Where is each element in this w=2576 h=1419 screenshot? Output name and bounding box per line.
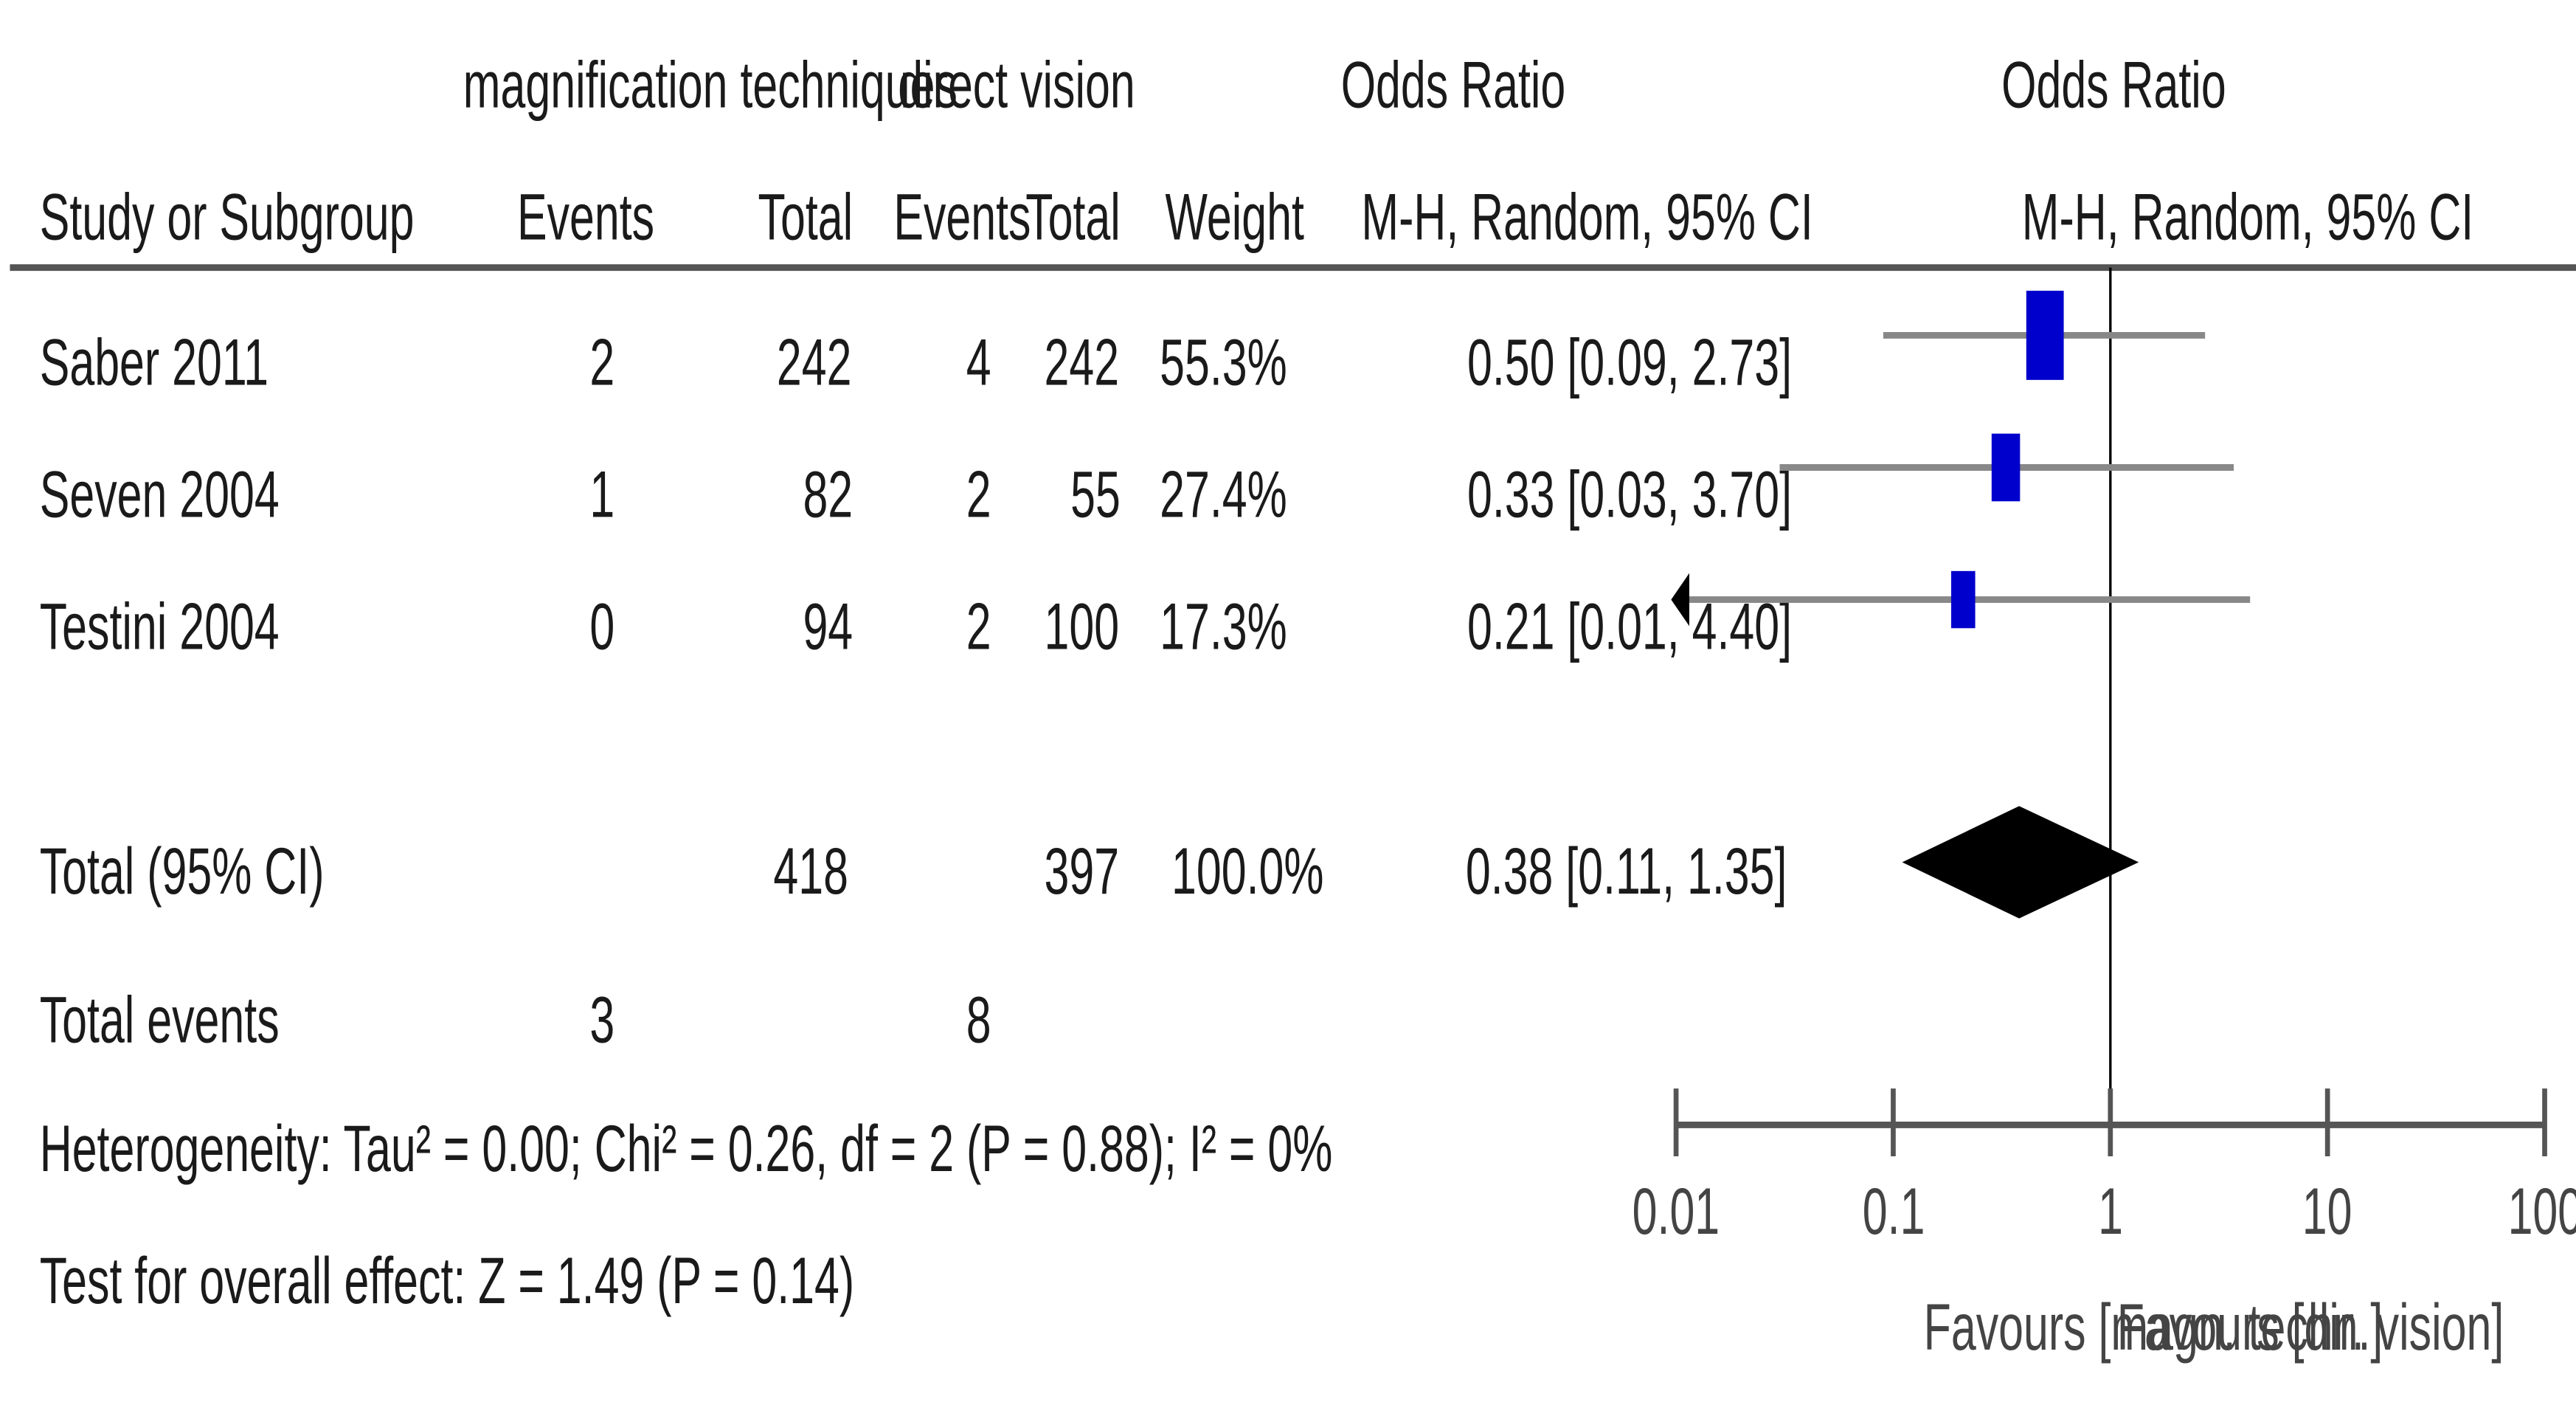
- ci-arrow: [1671, 573, 1689, 626]
- or-ci-value: 0.33 [0.03, 3.70]: [1467, 459, 1793, 532]
- x-tick-label: 100: [2507, 1175, 2576, 1249]
- x-tick-label: 0.01: [1632, 1175, 1720, 1249]
- total-or-ci: 0.38 [0.11, 1.35]: [1465, 835, 1787, 909]
- x-tick-label: 0.1: [1862, 1175, 1925, 1249]
- study-square: [2026, 290, 2064, 380]
- weight-header: Weight: [1165, 182, 1304, 255]
- study-name: Saber 2011: [39, 327, 269, 400]
- odds-ratio-column-header: Odds Ratio: [1340, 49, 1566, 122]
- group2-header: direct vision: [898, 49, 1135, 122]
- or-ci-value: 0.21 [0.01, 4.40]: [1467, 591, 1793, 664]
- events1-header: Events: [516, 182, 655, 255]
- total-label: Total (95% CI): [39, 835, 325, 909]
- x-tick-label: 10: [2302, 1175, 2353, 1249]
- study-name: Seven 2004: [39, 459, 280, 532]
- total-events-label: Total events: [39, 984, 280, 1057]
- favours-left-label: Favours [magn. techn.]: [1923, 1291, 2383, 1365]
- total-weight: 100.0%: [1171, 835, 1324, 909]
- weight-value: 27.4%: [1160, 459, 1287, 532]
- method-plot-header: M-H, Random, 95% CI: [2021, 182, 2474, 255]
- overall-effect-text: Test for overall effect: Z = 1.49 (P = 0…: [39, 1245, 855, 1319]
- total-events2: 8: [966, 984, 991, 1057]
- study-header: Study or Subgroup: [39, 182, 415, 255]
- events2-value: 4: [966, 327, 991, 400]
- weight-value: 55.3%: [1160, 327, 1287, 400]
- group1-header: magnification techniques: [463, 49, 958, 122]
- weight-value: 17.3%: [1160, 591, 1287, 664]
- events1-value: 1: [589, 459, 614, 532]
- total1-value: 242: [777, 327, 853, 400]
- total2-value: 55: [1069, 459, 1120, 532]
- events1-value: 2: [589, 327, 614, 400]
- method-column-header: M-H, Random, 95% CI: [1361, 182, 1813, 255]
- header-divider: [10, 264, 2576, 272]
- total2-value: 242: [1045, 327, 1120, 400]
- events2-value: 2: [966, 459, 991, 532]
- total2-sum: 397: [1045, 835, 1120, 909]
- or-ci-value: 0.50 [0.09, 2.73]: [1467, 327, 1793, 400]
- heterogeneity-text: Heterogeneity: Tau² = 0.00; Chi² = 0.26,…: [39, 1113, 1333, 1187]
- total1-header: Total: [757, 182, 853, 255]
- total1-value: 82: [802, 459, 853, 532]
- events1-value: 0: [589, 591, 614, 664]
- total1-value: 94: [802, 591, 853, 664]
- total2-value: 100: [1045, 591, 1120, 664]
- events2-header: Events: [893, 182, 1031, 255]
- study-square: [1951, 570, 1976, 629]
- total1-sum: 418: [773, 835, 849, 909]
- odds-ratio-plot-header: Odds Ratio: [2001, 49, 2226, 122]
- x-tick-label: 1: [2097, 1175, 2123, 1249]
- study-square: [1991, 433, 2021, 502]
- total-events1: 3: [589, 984, 614, 1057]
- favours-right-label: Favours [dir. vision]: [2116, 1291, 2504, 1365]
- pooled-diamond: [1902, 806, 2139, 919]
- study-name: Testini 2004: [39, 591, 280, 664]
- total2-header: Total: [1025, 182, 1120, 255]
- events2-value: 2: [966, 591, 991, 664]
